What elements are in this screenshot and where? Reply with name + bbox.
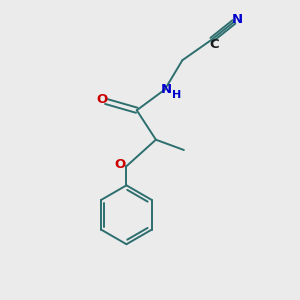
- Text: N: N: [160, 82, 172, 95]
- Text: C: C: [209, 38, 219, 51]
- Text: N: N: [231, 13, 242, 26]
- Text: O: O: [114, 158, 126, 171]
- Text: O: O: [97, 93, 108, 106]
- Text: H: H: [172, 90, 182, 100]
